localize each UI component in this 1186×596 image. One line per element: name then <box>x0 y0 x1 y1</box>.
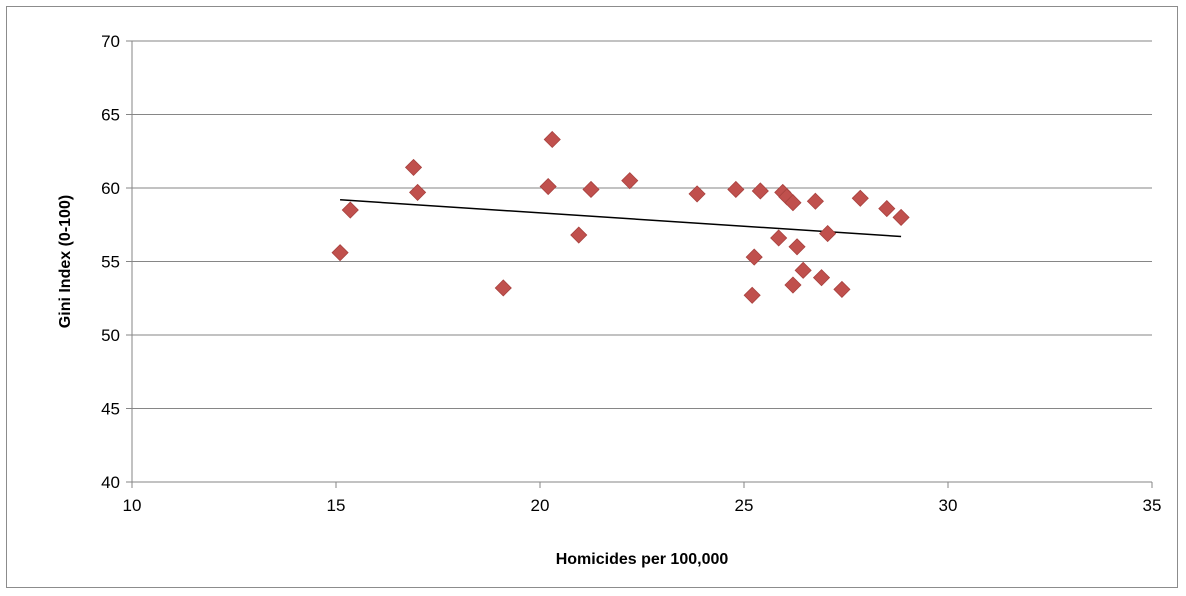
data-point <box>819 225 837 243</box>
x-tick-label: 10 <box>123 496 142 515</box>
y-tick-label: 65 <box>101 106 120 125</box>
x-tick-label: 20 <box>531 496 550 515</box>
trendline-layer <box>340 199 902 238</box>
data-point <box>770 229 788 247</box>
y-tick-label: 55 <box>101 253 120 272</box>
data-point <box>784 276 802 294</box>
y-tick-label: 70 <box>101 32 120 51</box>
data-points <box>331 130 910 304</box>
data-point <box>727 180 745 199</box>
data-point <box>582 180 600 199</box>
data-point <box>331 244 349 262</box>
data-point <box>892 208 910 226</box>
data-point <box>833 280 851 298</box>
data-point <box>788 238 806 256</box>
data-point <box>688 185 706 203</box>
data-point <box>404 158 423 176</box>
data-point <box>543 130 561 149</box>
y-tick-label: 45 <box>101 400 120 419</box>
x-tick-label: 35 <box>1143 496 1162 515</box>
axes <box>126 40 1153 488</box>
y-tick-labels: 40 45 50 55 60 65 70 <box>101 32 120 492</box>
y-tick-label: 40 <box>101 473 120 492</box>
data-point <box>878 200 896 218</box>
data-point <box>745 248 763 266</box>
data-point <box>812 269 831 287</box>
trendline <box>340 199 902 238</box>
data-point <box>784 194 802 212</box>
data-point <box>743 286 761 304</box>
y-axis-title: Gini Index (0-100) <box>57 195 74 328</box>
x-axis-title: Homicides per 100,000 <box>556 551 729 568</box>
data-point <box>794 261 812 279</box>
data-point <box>806 192 824 210</box>
data-point <box>409 183 427 201</box>
gridlines <box>132 40 1152 409</box>
y-tick-label: 60 <box>101 179 120 198</box>
data-point <box>539 177 557 196</box>
x-tick-label: 30 <box>939 496 958 515</box>
x-tick-label: 25 <box>735 496 754 515</box>
data-point <box>341 201 359 219</box>
data-point <box>851 189 869 207</box>
y-tick-label: 50 <box>101 326 120 345</box>
data-point <box>751 182 769 200</box>
data-point <box>570 226 588 244</box>
data-point <box>621 172 639 190</box>
data-point <box>494 279 512 297</box>
x-tick-labels: 10 15 20 25 30 35 <box>123 496 1162 515</box>
chart-frame <box>6 6 1178 588</box>
x-tick-label: 15 <box>327 496 346 515</box>
